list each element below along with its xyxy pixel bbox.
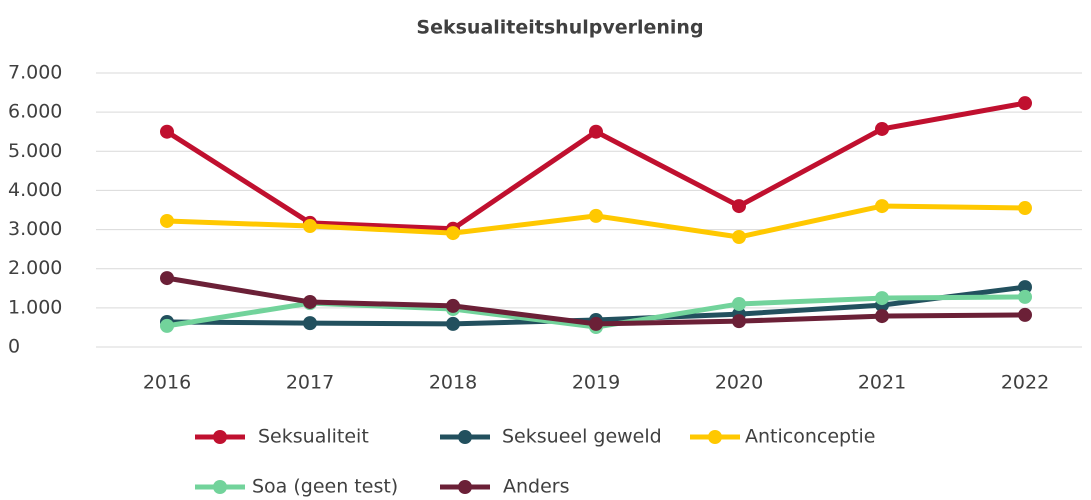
legend-marker [213,480,227,494]
y-tick-label: 4.000 [8,179,62,201]
legend-marker [458,480,472,494]
x-tick-label: 2021 [858,372,906,394]
data-point [160,124,174,139]
x-tick-label: 2017 [286,372,334,394]
data-point [732,199,746,214]
data-point [446,316,460,331]
data-point [875,291,889,306]
legend-marker [213,430,227,444]
data-point [303,294,317,309]
data-point [875,121,889,136]
y-tick-label: 7.000 [8,62,62,84]
x-tick-label: 2022 [1001,372,1049,394]
y-tick-label: 2.000 [8,257,62,279]
legend-marker [458,430,472,444]
y-tick-label: 0 [8,336,20,358]
data-point [589,124,603,139]
legend-label: Soa (geen test) [252,476,398,498]
y-tick-label: 3.000 [8,218,62,240]
data-point [303,316,317,331]
data-point [1018,96,1032,111]
y-tick-label: 6.000 [8,101,62,123]
chart-title: Seksualiteitshulpverlening [416,17,703,39]
data-point [732,314,746,329]
x-tick-label: 2018 [429,372,477,394]
data-point [446,298,460,313]
x-tick-label: 2016 [143,372,191,394]
data-point [303,219,317,234]
data-point [1018,201,1032,216]
data-point [875,309,889,324]
legend-label: Seksueel geweld [502,426,662,448]
data-point [1018,280,1032,295]
y-tick-label: 1.000 [8,296,62,318]
data-point [589,208,603,223]
legend-marker [708,430,722,444]
data-point [732,230,746,245]
data-point [1018,289,1032,304]
data-point [160,318,174,333]
data-point [1018,307,1032,322]
data-point [446,226,460,241]
x-tick-label: 2019 [572,372,620,394]
y-tick-label: 5.000 [8,140,62,162]
legend-label: Anders [503,476,570,498]
legend-label: Seksualiteit [258,426,369,448]
data-point [160,213,174,228]
data-point [875,199,889,214]
data-point [589,316,603,331]
data-point [160,271,174,286]
legend-label: Anticonceptie [745,426,876,448]
data-point [732,296,746,311]
x-tick-label: 2020 [715,372,763,394]
